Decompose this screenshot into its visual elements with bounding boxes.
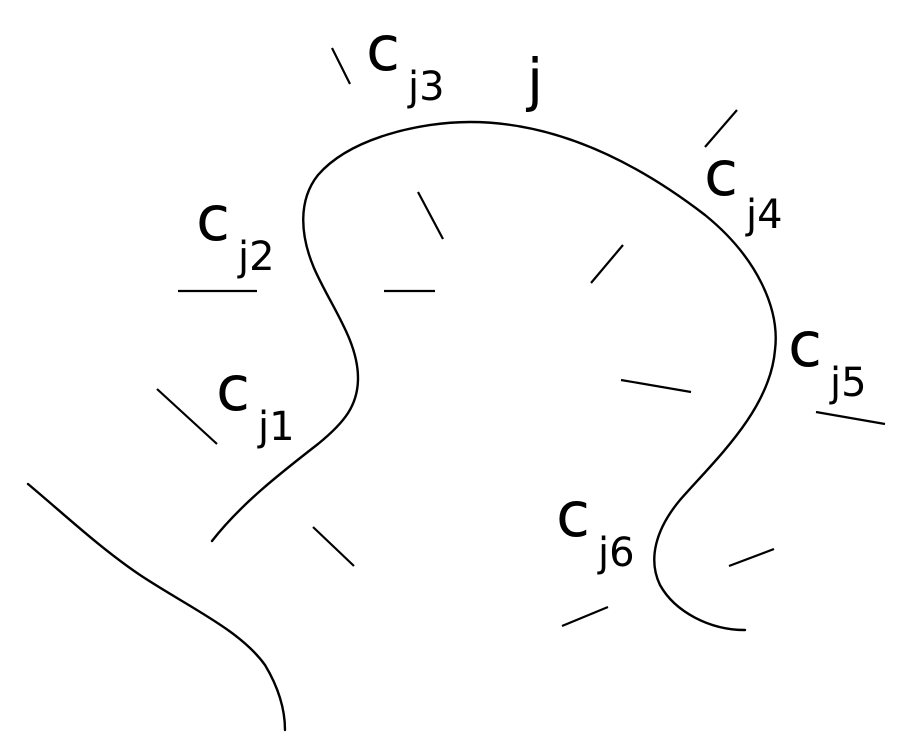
- curve-j: [210, 120, 777, 632]
- label-cj1-sub: j1: [257, 404, 295, 450]
- curve-label-j: j: [525, 46, 543, 114]
- label-cj4-sub: j4: [745, 192, 783, 238]
- label-cj3-sub: j3: [407, 64, 445, 110]
- tick-mark: [156, 388, 218, 445]
- label-cj5-sub: j5: [829, 360, 867, 406]
- tick-mark: [590, 244, 624, 284]
- label-cj4-main: c: [704, 137, 738, 210]
- label-cj6-sub: j6: [597, 530, 635, 576]
- tick-mark: [728, 547, 775, 568]
- tick-mark: [312, 526, 355, 567]
- tick-mark: [417, 191, 444, 240]
- tick-mark: [331, 47, 351, 85]
- label-cj5-main: c: [788, 308, 822, 381]
- boundary-curve: [26, 482, 287, 732]
- tick-mark: [620, 378, 692, 394]
- label-cj3-main: c: [366, 12, 400, 85]
- tick-mark: [704, 109, 738, 148]
- tick-mark: [561, 605, 609, 628]
- label-cj2-main: c: [196, 182, 230, 255]
- label-cj6-main: c: [556, 478, 590, 551]
- label-cj2-sub: j2: [237, 234, 275, 280]
- tick-mark: [815, 410, 886, 426]
- label-cj1-main: c: [216, 352, 250, 425]
